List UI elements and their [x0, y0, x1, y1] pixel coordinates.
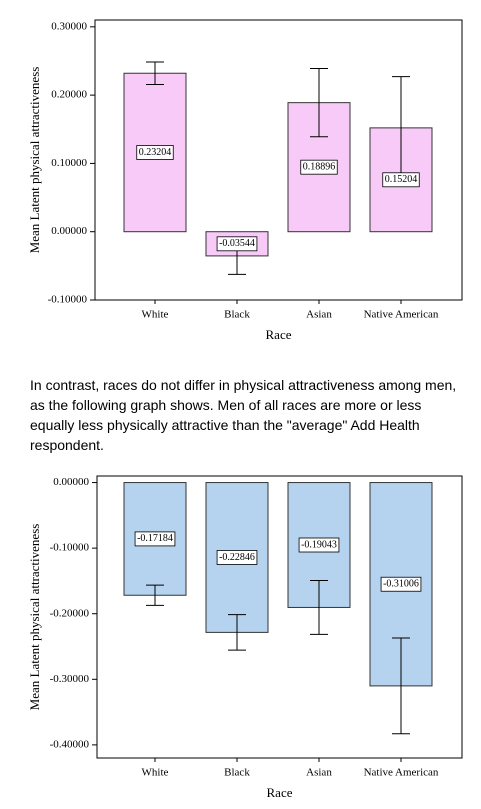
y-axis-label: Mean Latent physical attractiveness	[27, 524, 42, 711]
error-bar	[392, 637, 410, 735]
plot-frame	[94, 19, 463, 301]
y-tick-label: 0.00000	[51, 225, 87, 237]
y-tick-label: -0.40000	[50, 738, 90, 750]
value-label: -0.22846	[219, 552, 255, 563]
y-tick-label: 0.10000	[51, 157, 87, 169]
value-label: -0.31006	[383, 579, 419, 590]
y-tick-label: -0.10000	[48, 294, 88, 306]
value-label: 0.18896	[303, 161, 336, 172]
value-label: -0.19043	[301, 539, 337, 550]
value-label: -0.03544	[219, 238, 255, 249]
y-tick-label: 0.30000	[51, 20, 87, 32]
value-label-box	[298, 537, 340, 553]
x-tick-label: Black	[224, 767, 250, 779]
value-label-box	[300, 159, 338, 175]
chart: -0.10000 0.00000 0.10000 0.20000 0.30000 Mean…	[27, 19, 463, 342]
value-label-box	[136, 145, 174, 160]
error-bar	[310, 68, 328, 138]
x-axis-label: Race	[266, 327, 292, 342]
plot-frame	[96, 475, 463, 759]
value-label: -0.17184	[137, 533, 173, 544]
y-tick-label: 0.00000	[53, 476, 89, 488]
x-tick-label: Native American	[364, 767, 439, 779]
error-bar	[146, 61, 164, 86]
x-tick-label: Native American	[364, 309, 439, 321]
value-label: 0.15204	[385, 174, 418, 185]
paragraph: In contrast, races do not differ in phys…	[30, 377, 457, 453]
x-tick-label: White	[142, 309, 169, 321]
value-label-box	[382, 172, 420, 188]
y-tick-label: -0.10000	[50, 542, 90, 554]
value-label: 0.23204	[139, 147, 172, 158]
x-tick-label: White	[142, 767, 169, 779]
error-bar	[228, 614, 246, 651]
value-label-box	[216, 550, 258, 565]
error-bar	[310, 580, 328, 635]
x-tick-label: Asian	[306, 767, 332, 779]
chart: -0.40000 -0.30000 -0.20000 -0.10000 0.00000 M…	[27, 475, 463, 800]
x-tick-label: Black	[224, 309, 250, 321]
error-bar	[146, 584, 164, 606]
x-axis-label: Race	[267, 785, 293, 800]
y-tick-label: -0.20000	[50, 607, 90, 619]
value-label-box	[216, 236, 258, 252]
value-label-box	[134, 531, 176, 547]
y-tick-label: 0.20000	[51, 89, 87, 101]
y-axis-label: Mean Latent physical attractiveness	[27, 67, 42, 254]
value-label-box	[380, 576, 422, 592]
y-tick-label: -0.30000	[50, 673, 90, 685]
x-tick-label: Asian	[306, 309, 332, 321]
